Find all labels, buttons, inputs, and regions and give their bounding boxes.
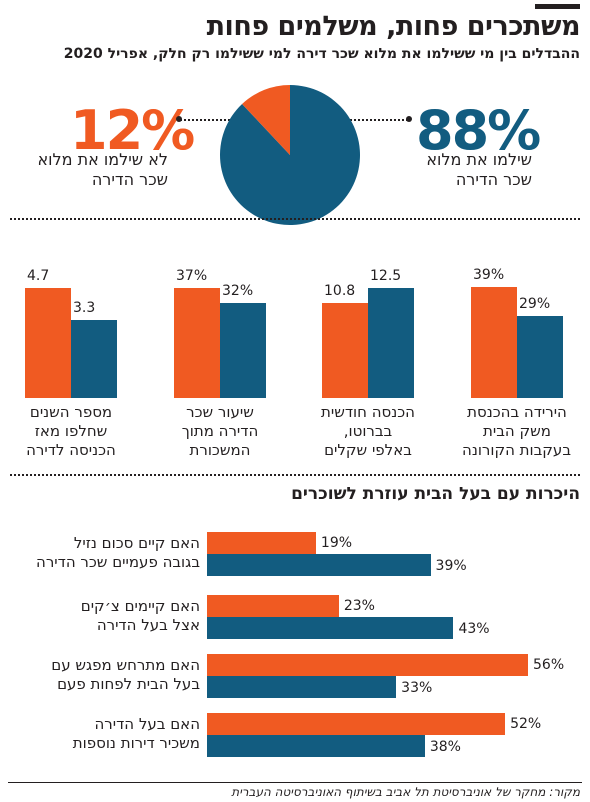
partial-leader-line xyxy=(180,119,242,121)
hbar-row-label-line: בגובה פעמיים שכר הדירה xyxy=(36,553,200,571)
hbar-value-full: 39% xyxy=(435,558,467,574)
bar-partial-payment xyxy=(25,287,71,398)
bar-full-payment xyxy=(220,302,266,398)
partial-leader-dot xyxy=(176,116,182,122)
bar-value-partial: 37% xyxy=(176,267,208,284)
hbar-value-full: 38% xyxy=(429,739,461,755)
hbar-row-label-line: בעל הבית לפחות פעם xyxy=(57,675,200,693)
page-title: משתכרים פחות, משלמים פחות xyxy=(206,11,581,42)
hbar-row-label-line: אצל בעל הדירה xyxy=(96,616,200,634)
partial-payment-label-line2: שכר הדירה xyxy=(91,170,168,189)
hbar-value-full: 33% xyxy=(401,680,433,696)
bar-group-label-line: מספר השנים xyxy=(29,403,113,421)
bar-group-label-line: באלפי שקלים xyxy=(324,441,412,459)
partial-payment-label: לא שילמו את מלוא שכר הדירה xyxy=(37,150,168,190)
bar-value-full: 32% xyxy=(222,282,254,299)
full-payment-label-line2: שכר הדירה xyxy=(455,170,532,189)
source-note: מקור: מחקר של אוניברסיטת תל אביב בשיתוף … xyxy=(231,785,580,799)
bar-group-label: מספר השנים שחלפו מאז הכניסה לדירה xyxy=(17,403,125,460)
hbar-row-label: האם מתרחש מפגש עם בעל הבית לפחות פעם xyxy=(51,656,200,694)
bar-group-label: שיעור שכר הדירה מתוך המשכורת xyxy=(166,403,274,460)
partial-payment-label-line1: לא שילמו את מלוא xyxy=(37,150,168,169)
pie-slice-partial-payment xyxy=(242,85,290,155)
full-payment-label-line1: שילמו את מלוא xyxy=(426,150,532,169)
hbar-partial-payment xyxy=(207,532,316,554)
bar-group-label-line: שיעור שכר xyxy=(186,403,254,421)
partial-payment-percent: 12% xyxy=(70,99,195,162)
hbar-partial-payment xyxy=(207,654,528,676)
bar-full-payment xyxy=(517,315,563,398)
hbar-row-label-line: האם קיים סכום נזיל xyxy=(73,534,200,552)
full-leader-dot xyxy=(406,116,412,122)
hbar-full-payment xyxy=(207,676,397,698)
bar-value-full: 12.5 xyxy=(370,267,402,284)
footer-rule xyxy=(8,782,582,783)
bar-full-payment xyxy=(71,320,117,398)
page-subtitle: ההבדלים בין מי ששילמו את מלוא שכר דירה ל… xyxy=(63,46,580,62)
section-divider-2 xyxy=(10,474,580,476)
bar-value-partial: 39% xyxy=(473,267,505,284)
bar-group-label-line: שחלפו מאז xyxy=(34,422,108,440)
bar-group-label-line: הכניסה לדירה xyxy=(26,441,116,459)
hbar-partial-payment xyxy=(207,595,339,617)
bar-group-label: הירידה בהכנסת משק הבית בעקבות הקורונה xyxy=(462,403,571,460)
hbar-partial-payment xyxy=(207,713,506,735)
pie-chart xyxy=(220,85,360,225)
hbar-value-partial: 23% xyxy=(343,598,375,614)
hbar-value-full: 43% xyxy=(458,621,490,637)
hbar-row-label-line: האם מתרחש מפגש עם xyxy=(51,656,200,674)
hbar-value-partial: 19% xyxy=(320,535,353,551)
hbar-value-partial: 52% xyxy=(510,716,542,732)
bar-group-label-line: המשכורת xyxy=(189,441,251,459)
hbar-full-payment xyxy=(207,554,431,576)
bar-partial-payment xyxy=(174,287,220,398)
bar-value-full: 3.3 xyxy=(73,300,96,317)
bar-group-label-line: הכנסה חודשית xyxy=(321,403,415,421)
hbar-value-partial: 56% xyxy=(533,657,565,673)
hbar-row-label-line: משכיר דירות נוספות xyxy=(72,734,200,752)
hbar-row-label: האם בעל הדירה משכיר דירות נוספות xyxy=(73,715,200,753)
bar-partial-payment xyxy=(322,302,368,398)
bar-group-label: הכנסה חודשית בברוטו, באלפי שקלים xyxy=(314,403,422,460)
section-title: היכרות עם בעל הבית עוזרת לשוכרים xyxy=(291,484,580,504)
hbar-row-label-line: האם בעל הדירה xyxy=(94,715,200,733)
bar-full-payment xyxy=(368,287,414,398)
bar-group-label-line: הירידה בהכנסת xyxy=(467,403,567,421)
bar-value-full: 29% xyxy=(519,295,551,312)
full-leader-line xyxy=(318,119,408,121)
bar-partial-payment xyxy=(471,287,517,398)
bar-group-label-line: משק הבית xyxy=(483,422,551,440)
hbar-row-label-line: האם קיימים צ׳קים xyxy=(80,597,200,615)
hbar-row-label: האם קיים סכום נזיל בגובה פעמיים שכר הדירה xyxy=(36,534,200,572)
hbar-row-label: האם קיימים צ׳קים אצל בעל הדירה xyxy=(81,597,200,635)
hbar-full-payment xyxy=(207,735,425,757)
hbar-full-payment xyxy=(207,617,454,639)
bar-group-label-line: הדירה מתוך xyxy=(181,422,259,440)
bar-value-partial: 10.8 xyxy=(324,282,356,299)
section-divider-1 xyxy=(10,218,580,220)
bar-value-partial: 4.7 xyxy=(27,267,50,284)
full-payment-percent: 88% xyxy=(416,99,541,162)
bar-group-label-line: בעקבות הקורונה xyxy=(462,441,571,459)
full-payment-label: שילמו את מלוא שכר הדירה xyxy=(426,150,532,190)
bar-group-label-line: בברוטו, xyxy=(343,422,393,440)
top-accent-bar xyxy=(535,4,580,9)
